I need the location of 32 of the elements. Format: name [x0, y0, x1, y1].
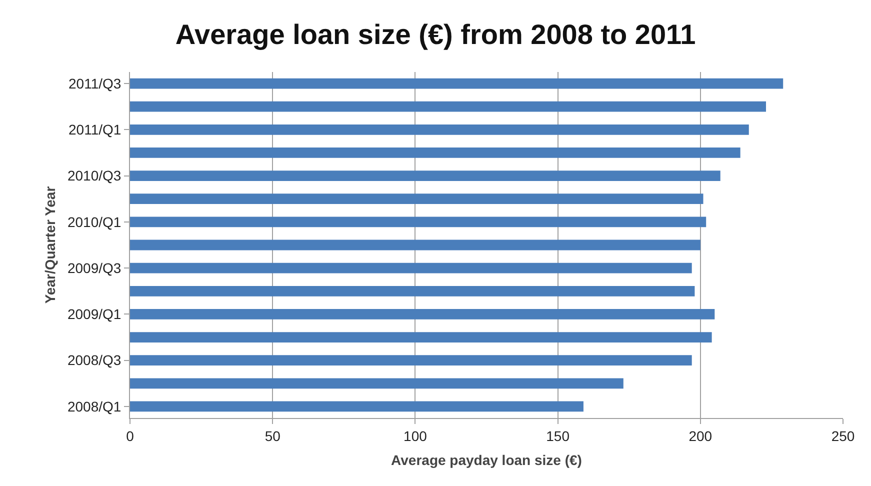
- y-tick-label: 2009/Q3: [67, 260, 122, 276]
- chart-title: Average loan size (€) from 2008 to 2011: [175, 18, 696, 50]
- bar: [130, 170, 720, 181]
- x-tick-label: 150: [546, 428, 570, 444]
- bar: [130, 332, 712, 342]
- bar: [130, 194, 704, 204]
- bar: [130, 378, 624, 389]
- y-tick-label: 2008/Q1: [67, 398, 122, 414]
- y-tick-label: 2009/Q1: [67, 306, 122, 322]
- y-tick-label: 2011/Q1: [68, 122, 122, 138]
- x-tick-label: 200: [688, 428, 712, 444]
- bar: [130, 262, 692, 274]
- x-tick-label: 50: [264, 428, 281, 444]
- y-axis-title: Year/Quarter Year: [42, 186, 58, 304]
- x-tick-label: 0: [126, 428, 134, 444]
- bar: [130, 286, 695, 296]
- x-tick-label: 100: [404, 428, 428, 444]
- bar: [130, 309, 715, 320]
- y-tick-label: 2011/Q3: [68, 75, 122, 92]
- bar: [130, 216, 706, 228]
- bar: [130, 124, 749, 135]
- y-tick-label: 2008/Q3: [67, 352, 122, 368]
- bar: [130, 240, 700, 250]
- y-tick-label: 2010/Q1: [67, 214, 122, 230]
- bar: [130, 401, 584, 412]
- bar: [130, 148, 740, 158]
- y-tick-label: 2010/Q3: [67, 168, 122, 184]
- bar: [130, 78, 784, 89]
- bar: [130, 355, 692, 366]
- x-tick-label: 250: [831, 428, 855, 444]
- bar: [130, 101, 766, 112]
- x-axis-title: Average payday loan size (€): [391, 452, 582, 468]
